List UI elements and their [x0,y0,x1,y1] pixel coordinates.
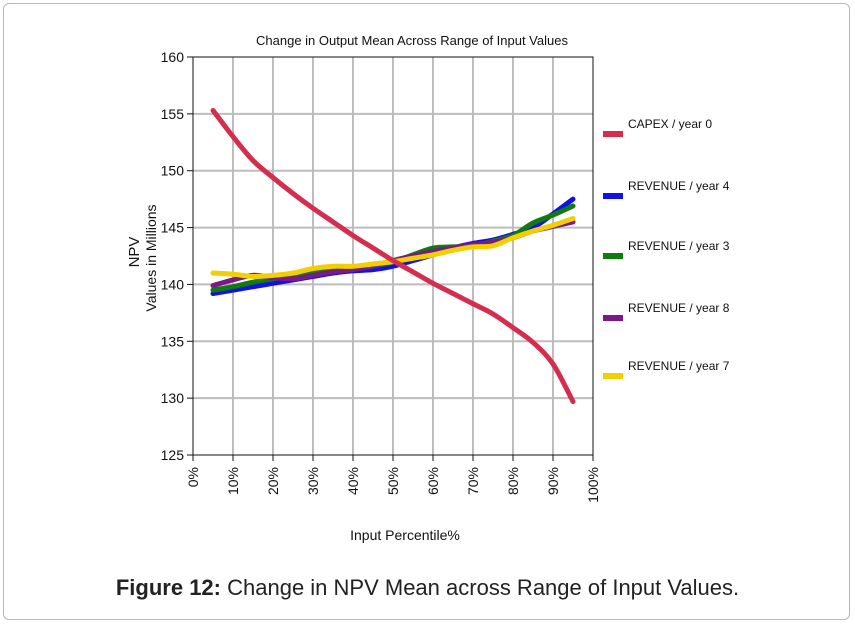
x-tick-label: 30% [305,467,321,495]
y-tick-label: 140 [161,276,185,292]
legend-swatch-3 [603,315,623,321]
y-tick-label: 160 [161,49,185,65]
legend-label-1: REVENUE / year 4 [628,179,730,193]
x-tick-label: 70% [465,467,481,495]
legend: CAPEX / year 0 REVENUE / year 4 REVENUE / … [603,117,730,379]
x-tick-label: 100% [585,467,601,503]
legend-label-0: CAPEX / year 0 [628,117,712,131]
x-tick-label: 90% [545,467,561,495]
x-tick-label: 40% [345,467,361,495]
caption-text: Change in NPV Mean across Range of Input… [221,575,740,600]
legend-swatch-4 [603,373,623,379]
x-tick-label: 0% [185,467,201,487]
y-tick-label: 150 [161,163,185,179]
legend-label-3: REVENUE / year 8 [628,301,730,315]
legend-swatch-1 [603,193,623,199]
chart-title: Change in Output Mean Across Range of In… [256,33,568,48]
figure-caption: Figure 12: Change in NPV Mean across Ran… [0,575,855,601]
y-axis-label-primary: NPV [126,237,143,268]
x-tick-label: 20% [265,467,281,495]
y-axis-label-secondary: Values in Millions [143,204,159,311]
y-tick-label: 125 [161,447,185,463]
x-tick-label: 50% [385,467,401,495]
y-tick-label: 155 [161,106,185,122]
y-tick-label: 145 [161,220,185,236]
caption-label: Figure 12: [115,575,221,600]
legend-label-2: REVENUE / year 3 [628,239,730,253]
x-tick-label: 80% [505,467,521,495]
x-axis-label: Input Percentile% [350,527,460,543]
x-tick-label: 10% [225,467,241,495]
legend-label-4: REVENUE / year 7 [628,359,730,373]
x-tick-label: 60% [425,467,441,495]
legend-swatch-2 [603,253,623,259]
y-tick-label: 135 [161,333,185,349]
line-chart: 125 130 135 140 145 150 155 160 0% 10% 20% 30% 40% 5… [126,33,730,543]
series-line-0 [210,107,576,405]
x-axis-ticks: 0% 10% 20% 30% 40% 50% 60% 70% 80% 90% 100% [185,455,601,503]
y-axis-ticks: 125 130 135 140 145 150 155 160 [161,49,193,463]
legend-swatch-0 [603,131,623,137]
y-tick-label: 130 [161,390,185,406]
series-lines [210,107,576,405]
